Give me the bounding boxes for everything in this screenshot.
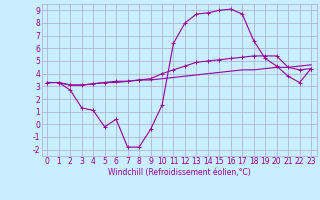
X-axis label: Windchill (Refroidissement éolien,°C): Windchill (Refroidissement éolien,°C) bbox=[108, 168, 251, 177]
